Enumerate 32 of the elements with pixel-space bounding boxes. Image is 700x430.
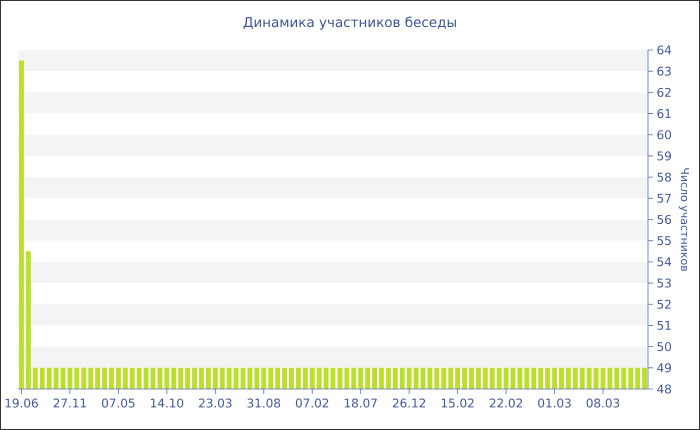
y-tick-label: 64	[657, 45, 672, 55]
y-tick-label: 49	[657, 363, 671, 372]
x-tick-label: 18.07	[344, 398, 377, 408]
y-tick-label: 59	[657, 151, 671, 160]
x-tick-label: 31.08	[248, 398, 280, 408]
x-tick-label: 15.02	[442, 398, 474, 408]
chart-title: Динамика участников беседы	[244, 16, 456, 30]
y-tick-label: 51	[657, 320, 671, 330]
x-tick-label: 27.11	[54, 398, 86, 408]
x-tick-label: 14.10	[150, 398, 184, 408]
y-tick-label: 53	[657, 278, 671, 288]
x-tick-label: 07.05	[102, 398, 135, 408]
y-tick-label: 61	[657, 109, 671, 118]
x-tick-label: 19.06	[6, 398, 38, 408]
y-tick-label: 55	[657, 236, 671, 246]
y-tick-label: 62	[657, 88, 671, 97]
y-tick-label: 56	[657, 214, 672, 224]
y-axis-title: Число участников	[678, 168, 689, 272]
x-tick-label: 07.02	[296, 398, 328, 408]
x-tick-label: 22.02	[490, 398, 522, 408]
x-tick-label: 23.03	[199, 398, 232, 408]
y-tick-label: 60	[657, 130, 672, 140]
x-tick-label: 01.03	[538, 398, 571, 408]
x-tick-label: 26.12	[392, 398, 426, 408]
y-tick-label: 63	[657, 66, 671, 76]
y-tick-label: 48	[657, 384, 671, 394]
y-tick-label: 57	[657, 194, 671, 203]
y-tick-label: 58	[657, 172, 671, 182]
x-tick-label: 08.03	[586, 398, 620, 408]
y-tick-label: 50	[657, 342, 672, 352]
y-tick-label: 52	[657, 300, 671, 309]
y-tick-label: 54	[657, 257, 672, 266]
